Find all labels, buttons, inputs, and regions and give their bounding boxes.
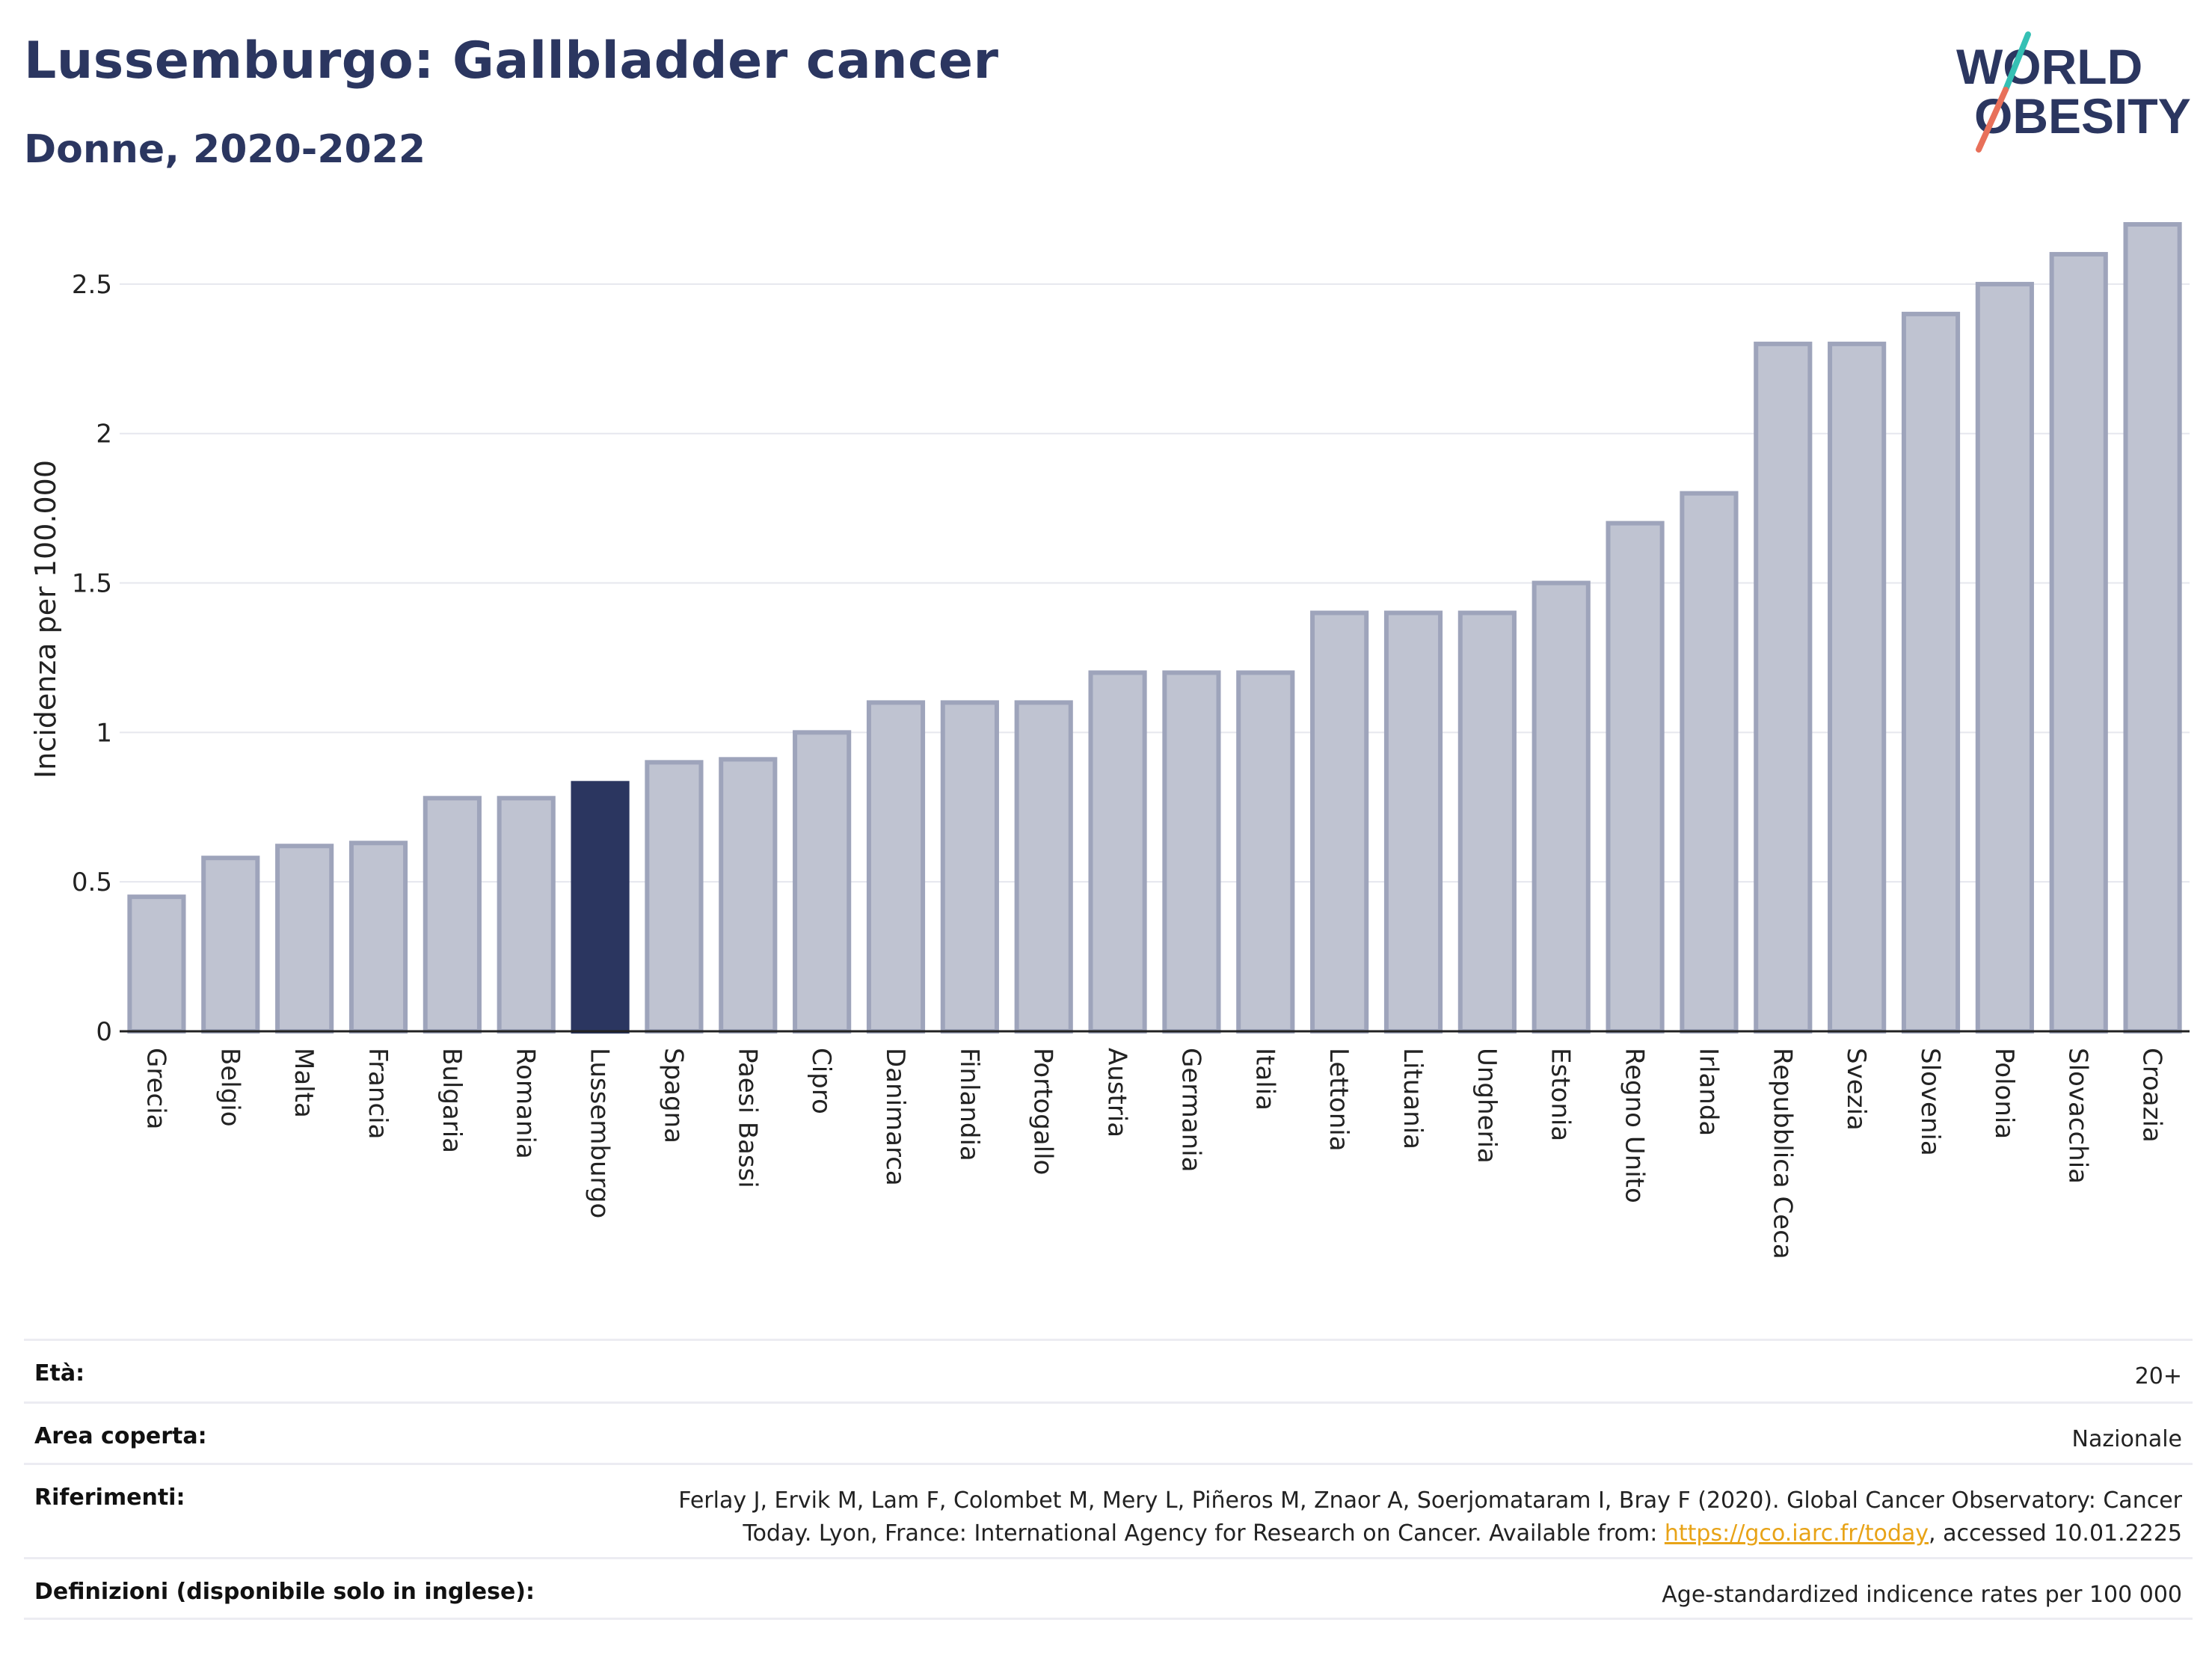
x-tick-label: Ungheria (1472, 1048, 1502, 1164)
references-link[interactable]: https://gco.iarc.fr/today (1664, 1520, 1929, 1547)
page-title: Lussemburgo: Gallbladder cancer (24, 31, 999, 90)
bar (2049, 251, 2108, 1034)
bar (940, 700, 999, 1034)
bar (645, 760, 704, 1034)
bar (1531, 580, 1591, 1034)
info-row-age: Età: 20+ (24, 1339, 2193, 1401)
x-tick-label: Croazia (2137, 1048, 2167, 1143)
bar (1014, 700, 1073, 1034)
x-tick-label: Romania (511, 1048, 541, 1159)
bar (201, 856, 260, 1034)
bar (1310, 610, 1369, 1034)
x-tick-label: Regno Unito (1620, 1048, 1650, 1203)
world-obesity-logo: WORLD OBESITY (1956, 31, 2191, 153)
bar (793, 730, 852, 1034)
bar (348, 841, 408, 1034)
logo-slash-top (2003, 31, 2031, 93)
x-tick-label: Portogallo (1028, 1048, 1058, 1175)
x-tick-label: Francia (363, 1048, 393, 1139)
bar (1088, 670, 1147, 1034)
x-axis-ticks: Grecia Belgio Malta Francia Bulgaria Romania L… (141, 1048, 2166, 1259)
x-tick-label: Svezia (1841, 1048, 1871, 1131)
area-value: Nazionale (2071, 1426, 2182, 1452)
x-tick-label: Lussemburgo (585, 1048, 615, 1218)
bar (1828, 341, 1887, 1034)
bar (1162, 670, 1221, 1034)
references-value: Ferlay J, Ervik M, Lam F, Colombet M, Me… (678, 1484, 2182, 1550)
y-tick-label: 0.5 (72, 868, 112, 897)
x-tick-label: Estonia (1546, 1048, 1576, 1141)
x-tick-label: Lettonia (1324, 1048, 1354, 1152)
bar (497, 796, 556, 1034)
x-tick-label: Finlandia (954, 1048, 984, 1161)
bar (423, 796, 482, 1034)
bar (2123, 221, 2182, 1034)
logo-slash-bottom (1976, 87, 2009, 153)
x-tick-label: Danimarca (880, 1048, 910, 1186)
y-axis-title: Incidenza per 100.000 (29, 460, 62, 779)
y-tick-label: 2 (96, 420, 112, 449)
age-value: 20+ (2134, 1363, 2182, 1390)
page-subtitle: Donne, 2020-2022 (24, 127, 426, 172)
logo-line2: OBESITY (1974, 88, 2191, 144)
x-tick-label: Bulgaria (437, 1048, 467, 1153)
bar (1457, 610, 1517, 1034)
y-tick-label: 0 (96, 1017, 112, 1047)
bar (866, 700, 926, 1034)
bar (1383, 610, 1443, 1034)
x-tick-label: Slovacchia (2063, 1048, 2093, 1184)
info-row-area: Area coperta: Nazionale (24, 1401, 2193, 1463)
bar (1606, 521, 1665, 1034)
y-tick-label: 1.5 (72, 569, 112, 599)
info-table: Età: 20+ Area coperta: Nazionale Riferim… (24, 1339, 2193, 1620)
info-row-definitions: Definizioni (disponibile solo in inglese… (24, 1557, 2193, 1620)
x-tick-label: Malta (289, 1048, 319, 1118)
bar-chart: 0 0.5 1 1.5 2 2.5 Grecia Belgio Malta Francia Bul… (29, 221, 2190, 1259)
bars (127, 221, 2182, 1034)
definitions-value: Age-standardized indicence rates per 100… (1662, 1582, 2182, 1608)
y-axis-ticks: 0 0.5 1 1.5 2 2.5 (72, 270, 112, 1047)
x-tick-label: Repubblica Ceca (1767, 1048, 1797, 1259)
definitions-label: Definizioni (disponibile solo in inglese… (34, 1579, 535, 1605)
y-tick-label: 2.5 (72, 270, 112, 300)
x-tick-label: Polonia (1989, 1048, 2019, 1139)
info-row-references: Riferimenti: Ferlay J, Ervik M, Lam F, C… (24, 1463, 2193, 1557)
bar (1236, 670, 1295, 1034)
x-tick-label: Cipro (806, 1048, 836, 1114)
bar (127, 894, 186, 1034)
bar (275, 844, 334, 1034)
x-tick-label: Paesi Bassi (732, 1048, 762, 1188)
bar (1975, 281, 2034, 1034)
bar-highlighted (571, 781, 630, 1034)
x-tick-label: Belgio (215, 1048, 245, 1127)
references-label: Riferimenti: (34, 1484, 185, 1511)
x-tick-label: Germania (1176, 1048, 1205, 1172)
x-tick-label: Spagna (658, 1048, 688, 1143)
references-line2-pre: Today. Lyon, France: International Agenc… (743, 1520, 1665, 1547)
age-label: Età: (34, 1360, 85, 1387)
x-tick-label: Irlanda (1693, 1048, 1723, 1136)
x-tick-label: Lituania (1398, 1048, 1428, 1149)
x-tick-label: Grecia (141, 1048, 170, 1129)
bar (719, 757, 778, 1034)
bar (1754, 341, 1813, 1034)
x-tick-label: Italia (1250, 1048, 1279, 1111)
bar (1680, 491, 1739, 1034)
y-tick-label: 1 (96, 718, 112, 748)
area-label: Area coperta: (34, 1423, 207, 1449)
references-line2-post: , accessed 10.01.2225 (1929, 1520, 2182, 1547)
logo-line1: WORLD (1956, 39, 2142, 94)
x-tick-label: Slovenia (1915, 1048, 1945, 1156)
x-tick-label: Austria (1102, 1048, 1132, 1137)
bar (1901, 311, 1961, 1034)
references-line1: Ferlay J, Ervik M, Lam F, Colombet M, Me… (678, 1487, 2182, 1514)
